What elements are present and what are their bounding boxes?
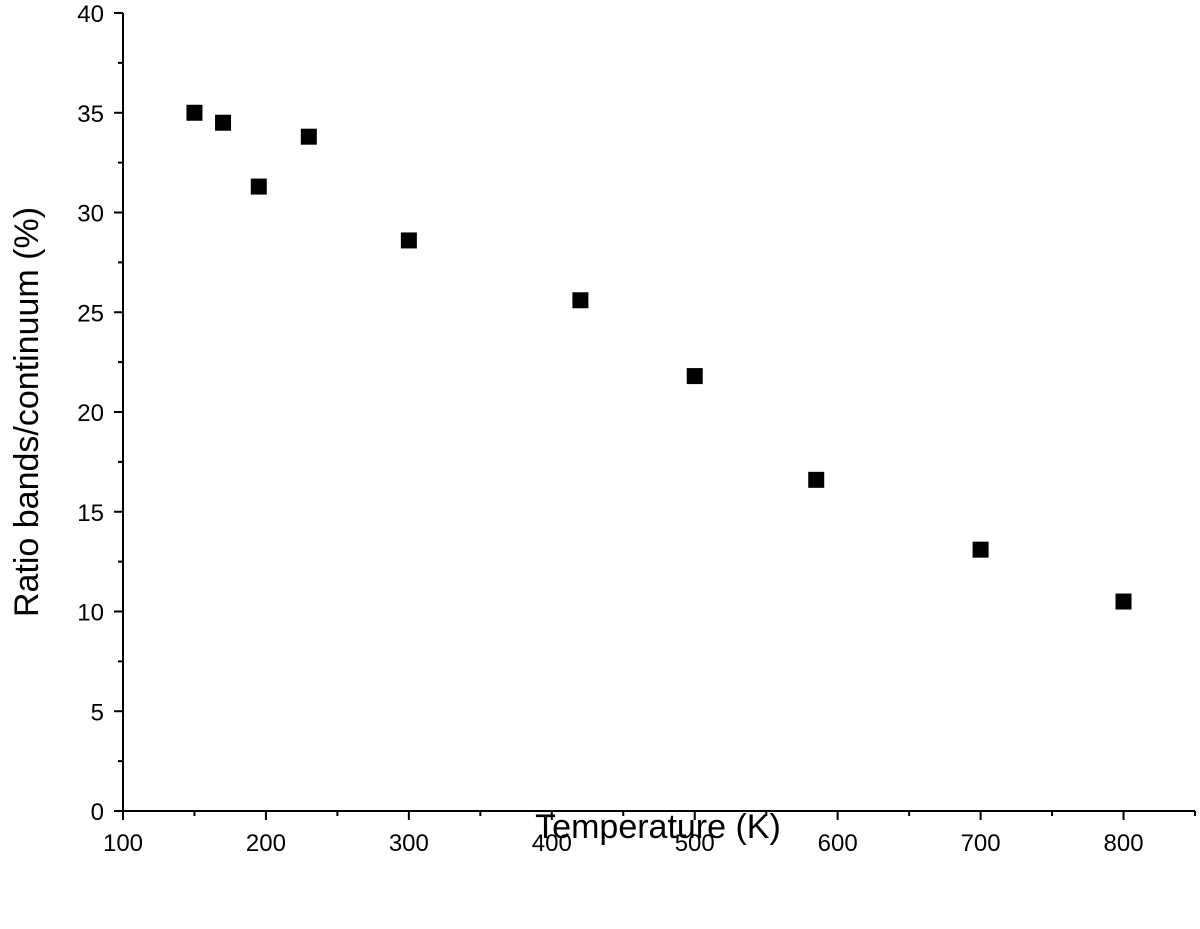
data-points: [186, 104, 1132, 610]
x-tick-label: 700: [961, 830, 1001, 857]
x-axis-title: Temperature (K): [535, 808, 781, 846]
y-tick-label: 0: [91, 799, 104, 826]
ticks: 100 200 300 400 500 600 700 800 0 5 10 15 20 25 30 35 40: [77, 1, 1196, 857]
data-point: [215, 114, 232, 131]
x-tick-label: 500: [675, 830, 715, 857]
y-tick-label: 40: [77, 1, 104, 28]
y-tick-label: 30: [77, 201, 104, 228]
data-point: [808, 471, 825, 488]
x-tick-label: 800: [1104, 830, 1144, 857]
y-tick-label: 10: [77, 600, 104, 627]
x-tick-label: 600: [818, 830, 858, 857]
data-point: [572, 292, 589, 309]
data-point: [400, 232, 417, 249]
x-tick-label: 200: [246, 830, 286, 857]
y-tick-label: 35: [77, 101, 104, 128]
x-tick-label: 100: [103, 830, 143, 857]
data-point: [686, 368, 703, 385]
y-axis-title: Ratio bands/continuum (%): [8, 207, 46, 617]
y-tick-label: 15: [77, 500, 104, 527]
data-point: [1115, 593, 1132, 610]
data-point: [186, 104, 203, 121]
data-point: [300, 128, 317, 145]
x-tick-label: 400: [532, 830, 572, 857]
y-tick-label: 5: [91, 699, 104, 726]
y-tick-label: 20: [77, 400, 104, 427]
data-point: [972, 541, 989, 558]
axes: [122, 13, 1195, 812]
x-tick-label: 300: [389, 830, 429, 857]
data-point: [250, 178, 267, 195]
y-tick-label: 25: [77, 300, 104, 327]
